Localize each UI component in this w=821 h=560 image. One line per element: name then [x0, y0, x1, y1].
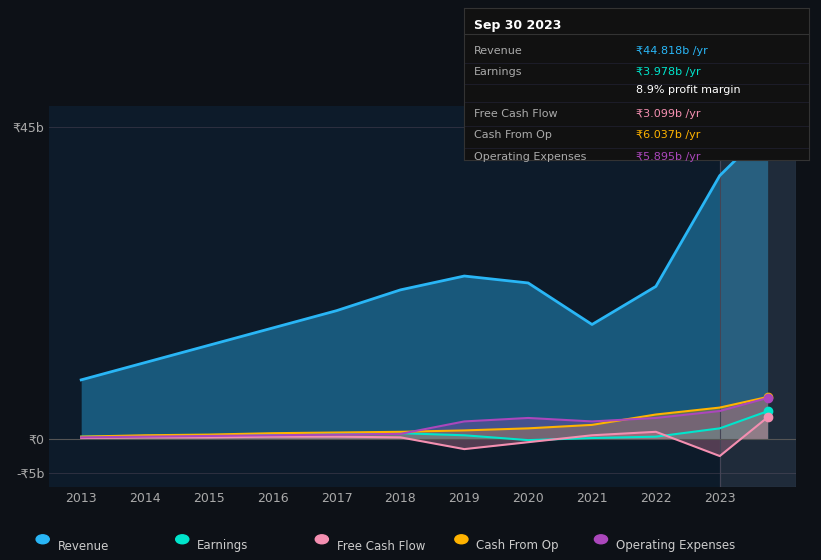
Text: Free Cash Flow: Free Cash Flow [475, 109, 557, 119]
Text: ₹6.037b /yr: ₹6.037b /yr [636, 130, 700, 141]
Text: ₹5.895b /yr: ₹5.895b /yr [636, 152, 701, 162]
Text: Revenue: Revenue [57, 539, 109, 553]
Text: Revenue: Revenue [475, 46, 523, 56]
Text: Cash From Op: Cash From Op [476, 539, 558, 553]
Text: Earnings: Earnings [197, 539, 249, 553]
Text: ₹3.978b /yr: ₹3.978b /yr [636, 67, 701, 77]
Text: Free Cash Flow: Free Cash Flow [337, 539, 425, 553]
Text: Operating Expenses: Operating Expenses [475, 152, 586, 162]
Text: Cash From Op: Cash From Op [475, 130, 552, 141]
Text: ₹44.818b /yr: ₹44.818b /yr [636, 46, 708, 56]
Text: Sep 30 2023: Sep 30 2023 [475, 19, 562, 32]
Text: Operating Expenses: Operating Expenses [616, 539, 735, 553]
Text: ₹3.099b /yr: ₹3.099b /yr [636, 109, 701, 119]
Text: Earnings: Earnings [475, 67, 523, 77]
Text: 8.9% profit margin: 8.9% profit margin [636, 85, 741, 95]
Bar [720, 106, 796, 487]
